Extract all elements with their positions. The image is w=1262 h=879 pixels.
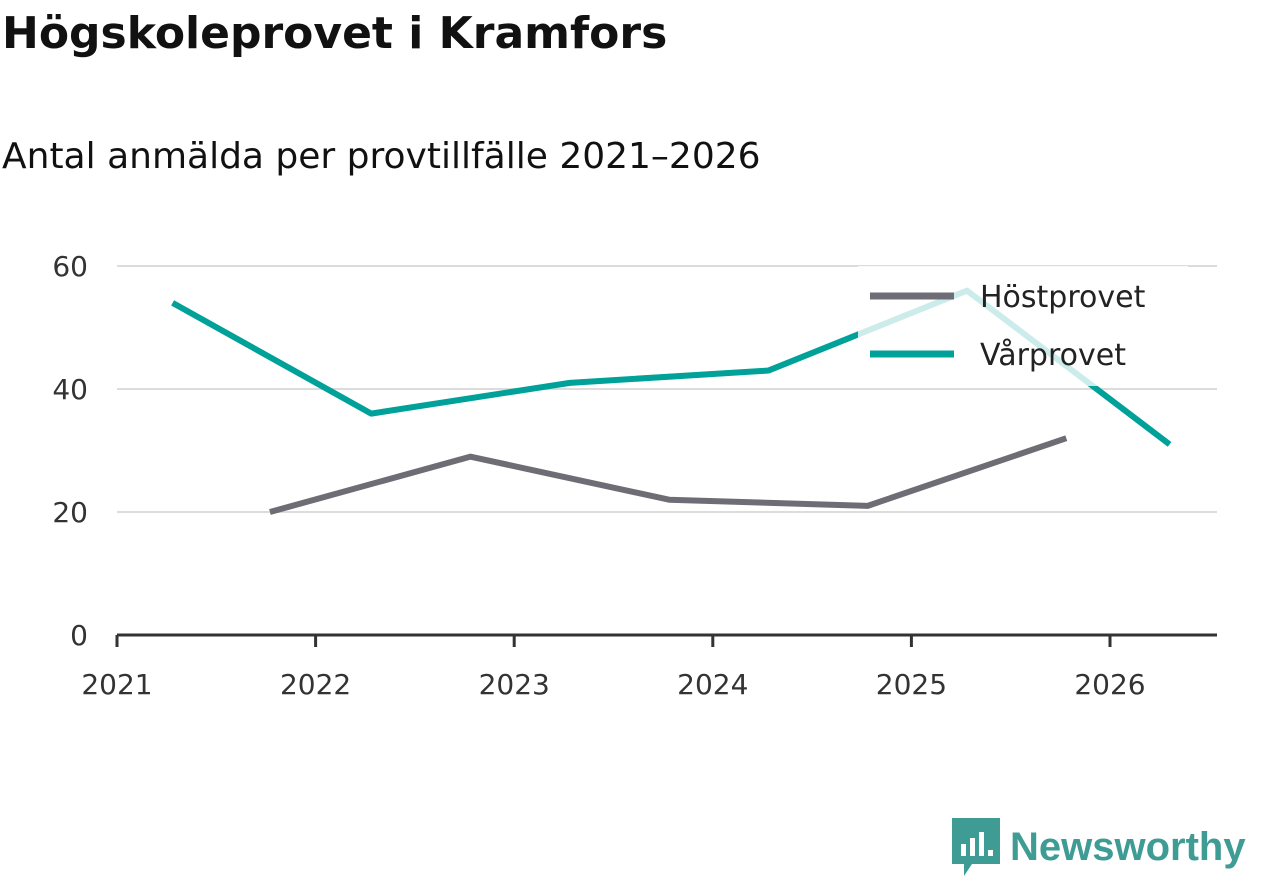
- logo-text: Newsworthy: [1010, 824, 1246, 869]
- newsworthy-logo: Newsworthy: [952, 818, 1246, 876]
- y-tick-label: 20: [52, 496, 88, 529]
- logo-icon: [952, 818, 1000, 876]
- x-tick-label: 2021: [81, 668, 152, 701]
- x-tick-label: 2026: [1074, 668, 1145, 701]
- y-tick-label: 40: [52, 373, 88, 406]
- legend-label: Höstprovet: [980, 280, 1146, 315]
- y-tick-label: 60: [52, 250, 88, 283]
- x-tick-label: 2022: [280, 668, 351, 701]
- chart-title: Högskoleprovet i Kramfors: [2, 8, 668, 59]
- y-tick-label: 0: [70, 619, 88, 652]
- x-tick-label: 2024: [677, 668, 748, 701]
- x-tick-label: 2023: [479, 668, 550, 701]
- legend-background: [858, 266, 1188, 386]
- legend-label: Vårprovet: [980, 338, 1126, 373]
- chart-subtitle: Antal anmälda per provtillfälle 2021–202…: [2, 136, 761, 177]
- x-tick-label: 2025: [876, 668, 947, 701]
- series-line-höstprovet: [269, 435, 1068, 515]
